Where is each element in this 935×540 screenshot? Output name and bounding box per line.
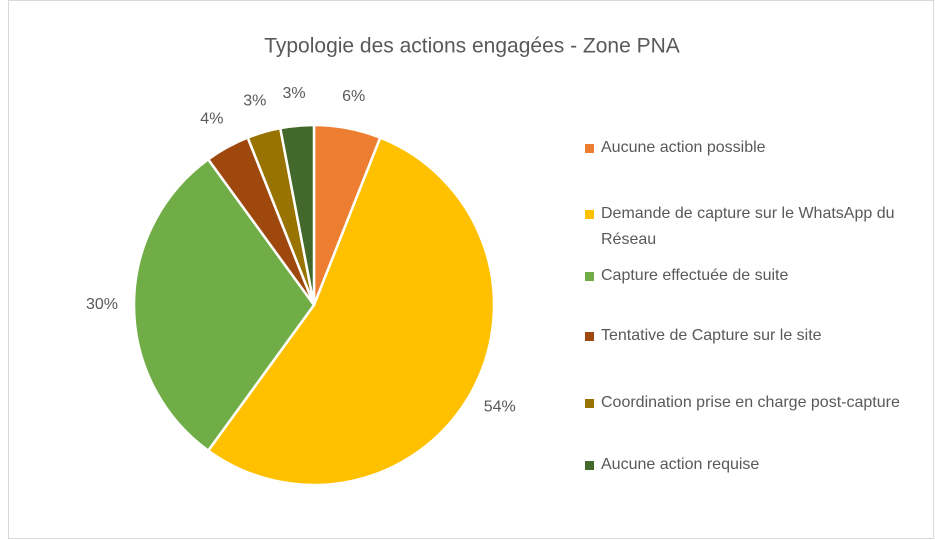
legend-item: Capture effectuée de suite [585,263,920,289]
legend-label: Demande de capture sur le WhatsApp du Ré… [601,205,895,248]
data-label: 30% [86,296,118,313]
legend-label: Tentative de Capture sur le site [601,327,822,344]
chart-title: Typologie des actions engagées - Zone PN… [264,35,680,58]
data-label: 4% [200,110,223,127]
legend-swatch [585,272,594,281]
legend-item: Demande de capture sur le WhatsApp du Ré… [585,201,920,253]
legend-label: Aucune action requise [601,456,760,473]
legend-swatch [585,399,594,408]
legend-swatch [585,332,594,341]
data-label: 3% [282,85,305,102]
legend-swatch [585,210,594,219]
pie-slice [206,136,496,487]
data-label: 54% [484,398,516,415]
legend-label: Coordination prise en charge post-captur… [601,394,900,411]
data-label: 6% [342,88,365,105]
legend-swatch [585,461,594,470]
pie-slice [132,157,316,453]
legend-item: Coordination prise en charge post-captur… [585,390,920,416]
legend-item: Aucune action requise [585,452,920,478]
legend-item: Tentative de Capture sur le site [585,323,920,349]
data-label: 3% [243,93,266,110]
legend-label: Capture effectuée de suite [601,267,789,284]
legend-swatch [585,144,594,153]
legend-label: Aucune action possible [601,139,766,156]
pie-slice [278,123,316,306]
legend-item: Aucune action possible [585,135,920,161]
